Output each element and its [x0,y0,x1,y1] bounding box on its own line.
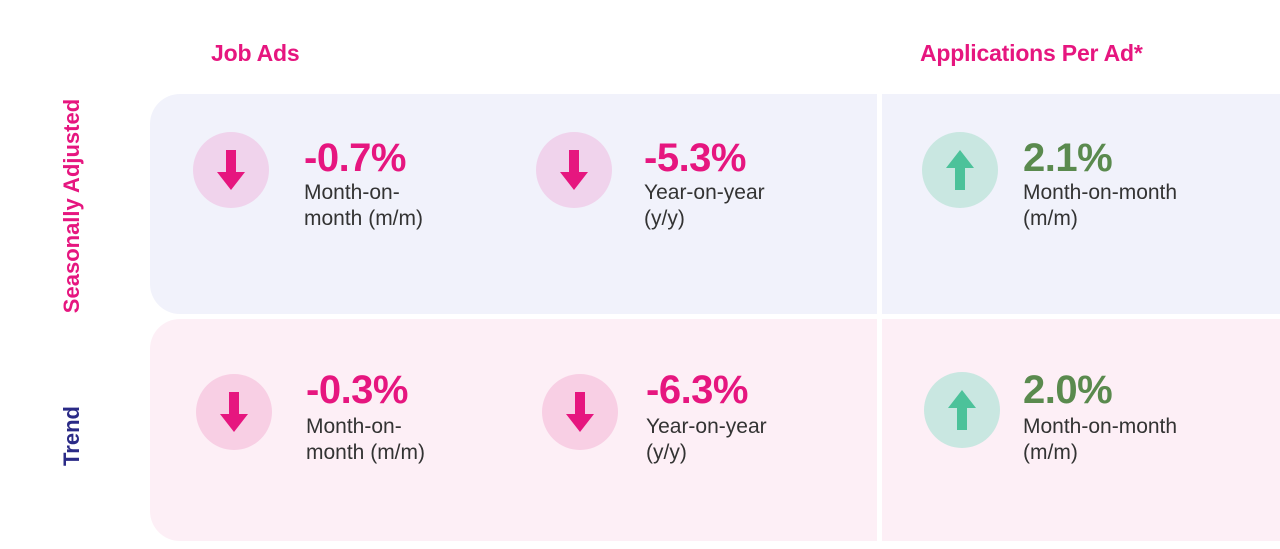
panel-seasonally-adjusted-job-ads [150,94,877,314]
metric-label-sa-job-ads-mm: Month-on- month (m/m) [304,181,424,230]
metric-label-sa-job-ads-yy: Year-on-year (y/y) [644,181,765,230]
metric-value-sa-job-ads-mm: -0.7% [304,136,407,180]
row-label-seasonally-adjusted: Seasonally Adjusted [59,98,84,314]
metric-label-trend-apps-mm: Month-on-month (m/m) [1023,415,1178,464]
metric-label-trend-job-ads-yy: Year-on-year (y/y) [646,415,767,464]
metric-value-sa-job-ads-yy: -5.3% [644,136,747,180]
metric-label-sa-apps-mm: Month-on-month (m/m) [1023,181,1178,230]
arrow-up-icon [924,372,1000,448]
metric-label-trend-job-ads-mm: Month-on- month (m/m) [306,415,426,464]
arrow-down-icon [193,132,269,208]
metric-value-sa-apps-mm: 2.1% [1023,136,1113,180]
row-label-trend: Trend [59,406,84,466]
header-applications-per-ad: Applications Per Ad* [920,40,1143,66]
metric-value-trend-job-ads-yy: -6.3% [646,368,749,412]
arrow-down-icon [536,132,612,208]
metric-value-trend-apps-mm: 2.0% [1023,368,1113,412]
arrow-up-icon [922,132,998,208]
header-job-ads: Job Ads [211,40,300,66]
metric-value-trend-job-ads-mm: -0.3% [306,368,409,412]
arrow-down-icon [542,374,618,450]
panel-trend-job-ads [150,319,877,541]
arrow-down-icon [196,374,272,450]
